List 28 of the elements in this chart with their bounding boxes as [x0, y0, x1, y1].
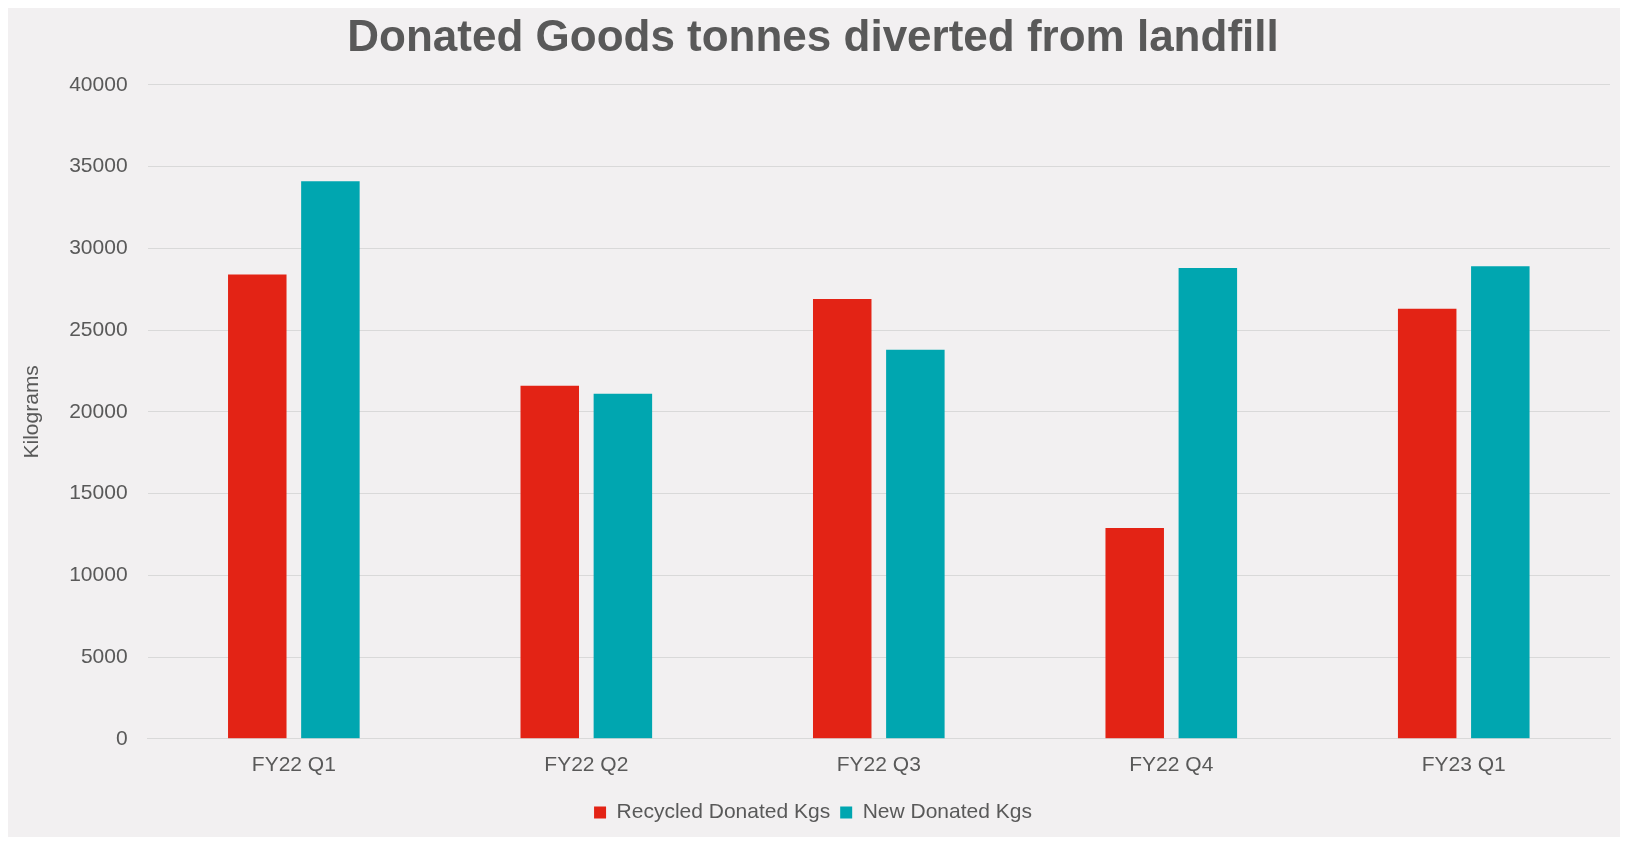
bar	[228, 274, 287, 739]
y-tick-label: 20000	[69, 398, 128, 422]
bar	[886, 349, 945, 739]
legend-label: Recycled Donated Kgs	[616, 799, 831, 823]
bar	[1105, 527, 1164, 739]
x-tick-label: FY23 Q1	[1421, 752, 1506, 776]
bar	[301, 181, 360, 739]
y-tick-label: 10000	[69, 562, 128, 586]
y-tick-label: 15000	[69, 480, 128, 504]
bar	[593, 393, 653, 739]
y-tick-label: 40000	[69, 71, 128, 95]
chart-title: Donated Goods tonnes diverted from landfill	[347, 10, 1279, 60]
bar	[812, 298, 872, 739]
x-tick-label: FY22 Q1	[251, 752, 336, 776]
y-tick-label: 0	[115, 725, 128, 749]
bar	[520, 385, 580, 739]
x-tick-label: FY22 Q4	[1129, 752, 1214, 776]
y-axis-title: Kilograms	[19, 365, 43, 459]
bar	[1178, 267, 1238, 739]
x-tick-label: FY22 Q2	[544, 752, 629, 776]
bar	[1471, 266, 1530, 739]
x-tick-label: FY22 Q3	[836, 752, 921, 776]
y-tick-label: 30000	[69, 235, 128, 259]
y-tick-label: 35000	[69, 153, 128, 177]
y-tick-label: 25000	[69, 316, 128, 340]
y-tick-label: 5000	[80, 643, 128, 667]
bar	[1397, 308, 1457, 739]
legend-label: New Donated Kgs	[862, 799, 1032, 823]
